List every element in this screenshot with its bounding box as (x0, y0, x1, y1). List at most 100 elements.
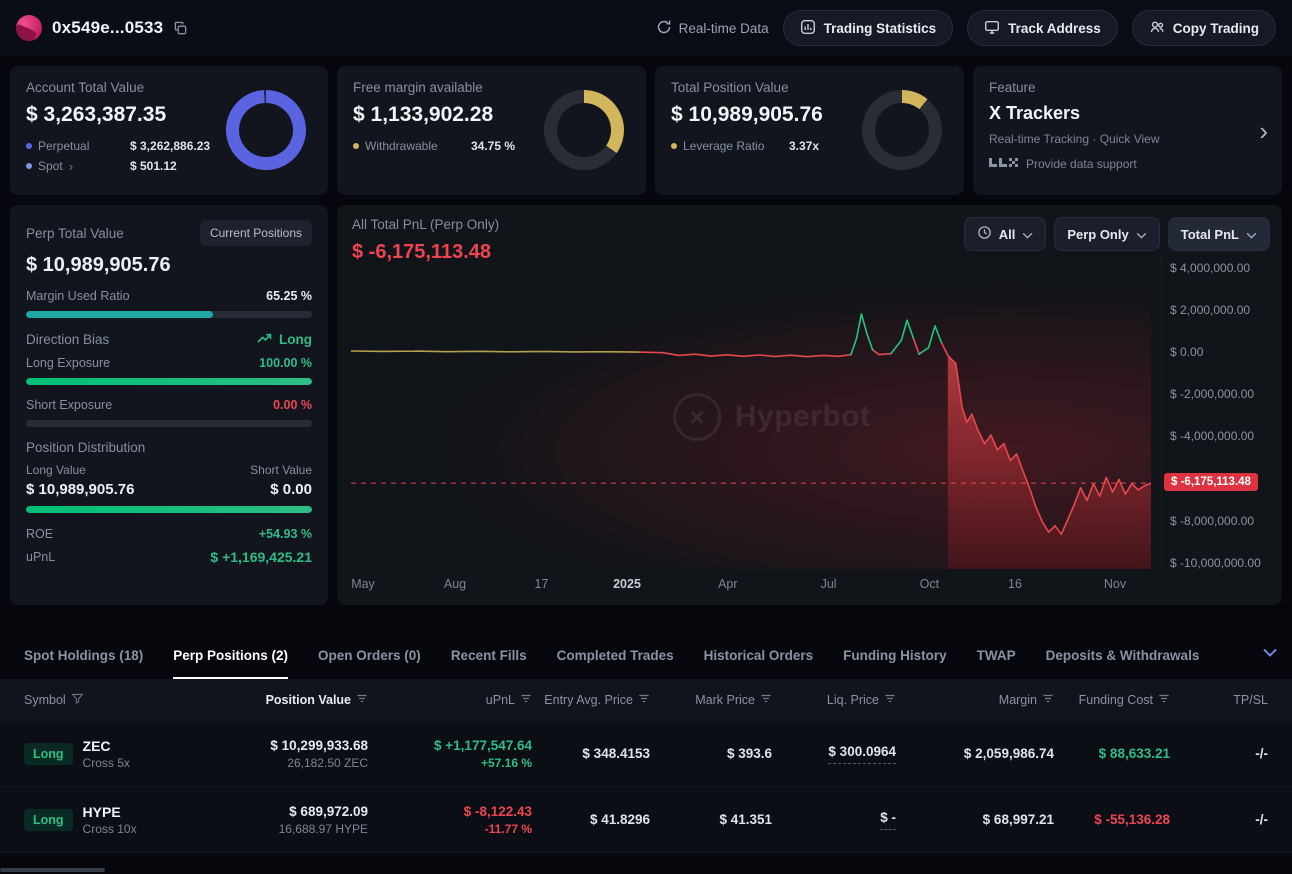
y-axis-label: $ -2,000,000.00 (1170, 387, 1255, 402)
margin-used-label: Margin Used Ratio (26, 289, 130, 303)
upnl-cell: $ -8,122.43 -11.77 % (463, 803, 532, 836)
spot-link[interactable]: Spot › (26, 159, 130, 173)
y-axis-label: $ 4,000,000.00 (1170, 260, 1251, 275)
perp-total-value-panel: Perp Total Value Current Positions $ 10,… (10, 205, 328, 605)
roe-value: +54.93 % (258, 527, 312, 541)
feature-name: X Trackers (989, 103, 1081, 123)
margin-used-value: 65.25 % (266, 289, 312, 303)
card-title: Feature (989, 80, 1036, 95)
data-support-logo (989, 156, 1019, 172)
time-range-dropdown[interactable]: All (963, 217, 1047, 251)
column-funding-cost[interactable]: Funding Cost (1054, 693, 1170, 707)
tab-completed-trades[interactable]: Completed Trades (556, 647, 674, 663)
sort-icon (638, 693, 650, 707)
long-exposure-label: Long Exposure (26, 356, 111, 370)
sort-icon (884, 693, 896, 707)
chevron-right-icon[interactable]: › (1259, 115, 1268, 146)
leverage-donut (862, 90, 942, 170)
y-axis-label: $ 0.00 (1170, 344, 1204, 359)
column-entry-price[interactable]: Entry Avg. Price (532, 693, 650, 707)
realtime-data-toggle[interactable]: Real-time Data (656, 19, 769, 38)
wallet-address: 0x549e...0533 (52, 18, 164, 37)
scrollbar-thumb[interactable] (0, 868, 105, 872)
funding-cost-cell: $ -55,136.28 (1094, 812, 1170, 827)
filter-icon (71, 692, 84, 708)
upnl-cell: $ +1,177,547.64 +57.16 % (434, 737, 532, 770)
column-liq-price[interactable]: Liq. Price (772, 693, 896, 707)
x-axis-label: Oct (919, 577, 940, 591)
distribution-bar (26, 506, 312, 513)
sort-icon (520, 693, 532, 707)
chevron-down-icon[interactable] (1262, 645, 1278, 663)
short-exposure-value: 0.00 % (273, 398, 312, 412)
liq-price-cell: $ 300.0964 (772, 744, 896, 764)
chevron-down-icon (1022, 227, 1033, 242)
long-exposure-value: 100.00 % (259, 356, 312, 370)
tab-spot-holdings[interactable]: Spot Holdings (18) (24, 647, 144, 663)
column-symbol[interactable]: Symbol (24, 692, 200, 708)
margin-cell: $ 2,059,986.74 (963, 746, 1054, 761)
tab-funding-history[interactable]: Funding History (843, 647, 947, 663)
tpsl-cell: -/- (1255, 812, 1268, 827)
tab-open-orders[interactable]: Open Orders (0) (318, 647, 421, 663)
tab-twap[interactable]: TWAP (976, 647, 1016, 663)
tab-historical-orders[interactable]: Historical Orders (703, 647, 814, 663)
account-total-value-card: Account Total Value $ 3,263,387.35 Perpe… (10, 66, 328, 195)
perpetual-value: $ 3,262,886.23 (130, 139, 211, 153)
margin-cell: $ 68,997.21 (982, 812, 1054, 827)
tpsl-cell: -/- (1255, 746, 1268, 761)
liq-price-cell: $ - (772, 810, 896, 830)
total-position-value: $ 10,989,905.76 (671, 103, 823, 126)
table-row[interactable]: Long HYPE Cross 10x $ 689,972.09 16,688.… (0, 787, 1292, 853)
symbol-cell: Long HYPE Cross 10x (24, 804, 200, 836)
column-tpsl: TP/SL (1233, 693, 1268, 707)
column-margin[interactable]: Margin (896, 693, 1054, 707)
perp-total-value: $ 10,989,905.76 (26, 254, 171, 276)
column-upnl[interactable]: uPnL (368, 693, 532, 707)
refresh-icon (656, 19, 672, 38)
copy-trading-button[interactable]: Copy Trading (1131, 10, 1276, 46)
monitor-icon (984, 19, 1000, 38)
position-value-cell: $ 689,972.09 16,688.97 HYPE (278, 803, 368, 836)
column-position-value[interactable]: Position Value (200, 693, 368, 707)
y-axis: $ -6,175,113.48 $ 4,000,000.00 $ 2,000,00… (1161, 257, 1281, 570)
card-title: Free margin available (353, 80, 483, 95)
track-address-button[interactable]: Track Address (967, 10, 1118, 46)
margin-used-bar (26, 311, 312, 318)
trading-statistics-button[interactable]: Trading Statistics (782, 10, 954, 46)
horizontal-scrollbar[interactable] (0, 868, 1292, 872)
sort-icon (1158, 693, 1170, 707)
spot-value: $ 501.12 (130, 159, 177, 173)
y-axis-label: $ -10,000,000.00 (1170, 555, 1261, 570)
market-type-dropdown[interactable]: Perp Only (1054, 217, 1160, 251)
tab-perp-positions[interactable]: Perp Positions (2) (173, 631, 288, 679)
feature-card[interactable]: Feature X Trackers Real-time Tracking · … (973, 66, 1282, 195)
funding-cost-cell: $ 88,633.21 (1098, 746, 1170, 761)
tab-recent-fills[interactable]: Recent Fills (450, 647, 527, 663)
table-row[interactable]: Long ZEC Cross 5x $ 10,299,933.68 26,182… (0, 721, 1292, 787)
long-exposure-bar (26, 378, 312, 385)
pnl-chart[interactable] (351, 257, 1151, 569)
account-allocation-donut (226, 90, 306, 170)
metric-dropdown[interactable]: Total PnL (1167, 217, 1270, 251)
position-value-cell: $ 10,299,933.68 26,182.50 ZEC (270, 737, 368, 770)
y-axis-label: $ 2,000,000.00 (1170, 302, 1251, 317)
symbol-cell: Long ZEC Cross 5x (24, 738, 200, 770)
long-value: $ 10,989,905.76 (26, 481, 135, 498)
long-value-label: Long Value (26, 463, 86, 477)
table-header-row: Symbol Position Value uPnL Entry Avg. Pr… (0, 679, 1292, 721)
feature-subtitle: Real-time Tracking · Quick View (989, 132, 1160, 146)
chevron-down-icon (1136, 227, 1147, 242)
leverage-dot (671, 143, 677, 149)
copy-address-icon[interactable] (173, 21, 188, 36)
tab-deposits-withdrawals[interactable]: Deposits & Withdrawals (1045, 647, 1200, 663)
position-distribution-label: Position Distribution (26, 440, 146, 455)
people-icon (1149, 19, 1165, 38)
perp-positions-table: Symbol Position Value uPnL Entry Avg. Pr… (0, 679, 1292, 853)
spot-dot (26, 163, 32, 169)
pnl-chart-panel: All Total PnL (Perp Only) $ -6,175,113.4… (337, 205, 1282, 605)
column-mark-price[interactable]: Mark Price (650, 693, 772, 707)
current-positions-button[interactable]: Current Positions (199, 220, 312, 246)
leverage-ratio-value: 3.37x (789, 139, 820, 153)
